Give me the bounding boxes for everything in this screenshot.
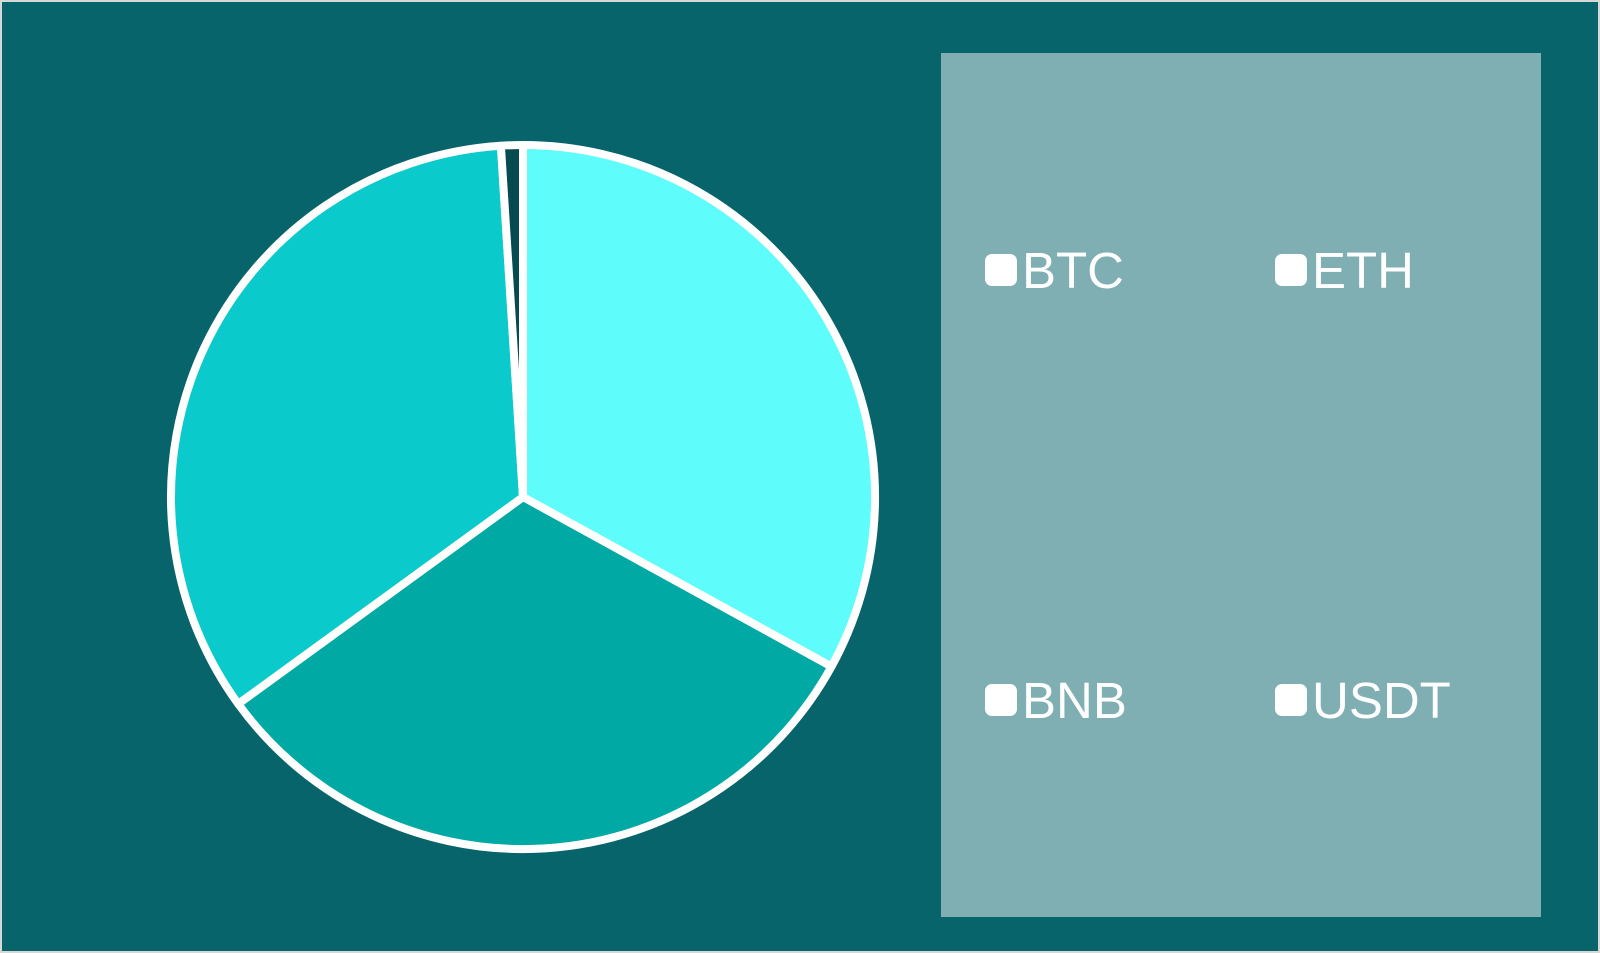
pie-slice-bnb[interactable] (167, 141, 527, 708)
legend-swatch-bnb-icon (985, 684, 1017, 716)
pie-slice-btc[interactable] (519, 141, 879, 671)
pie-slice-eth[interactable] (234, 493, 836, 853)
legend-label-btc: BTC (1022, 241, 1124, 299)
pie-slice-usdt[interactable] (496, 141, 527, 501)
legend-panel: BTC ETH BNB USDT (941, 53, 1541, 917)
legend-label-bnb: BNB (1022, 671, 1127, 729)
legend-item-usdt[interactable]: USDT (1275, 670, 1451, 730)
legend-label-usdt: USDT (1312, 671, 1451, 729)
legend-item-eth[interactable]: ETH (1275, 240, 1414, 300)
legend-swatch-eth-icon (1275, 254, 1307, 286)
legend-label-eth: ETH (1312, 241, 1414, 299)
legend-swatch-btc-icon (985, 254, 1017, 286)
legend-item-btc[interactable]: BTC (985, 240, 1124, 300)
legend-item-bnb[interactable]: BNB (985, 670, 1127, 730)
legend-swatch-usdt-icon (1275, 684, 1307, 716)
